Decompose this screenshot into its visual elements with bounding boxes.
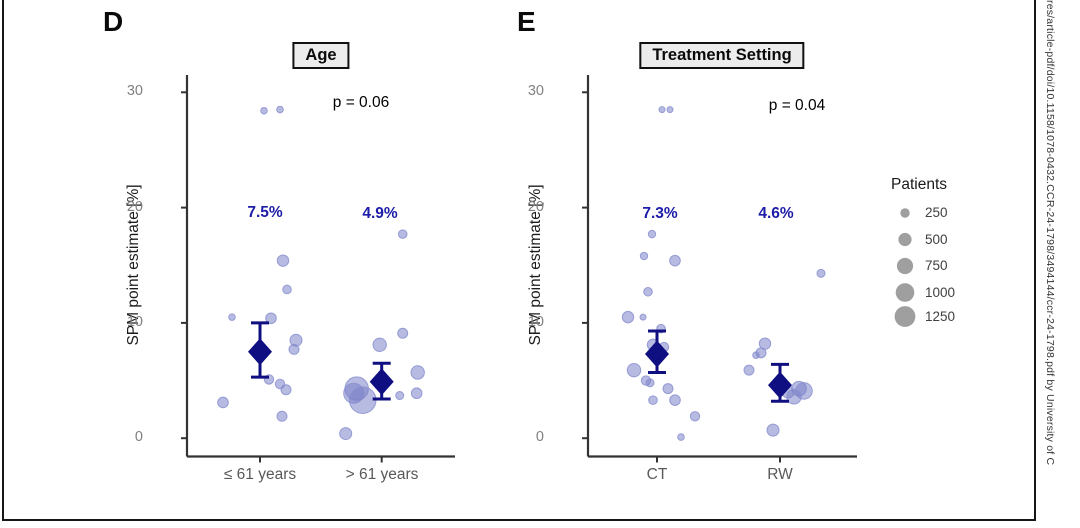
panel-e-p-value: p = 0.04	[768, 97, 826, 114]
data-bubble	[339, 427, 353, 441]
data-bubble	[743, 364, 755, 376]
data-bubble	[816, 268, 826, 278]
y-tick-label: 20	[527, 198, 544, 215]
legend-size-circle	[895, 283, 915, 302]
legend-size-label: 1250	[925, 308, 956, 324]
mean-diamond	[768, 371, 792, 399]
data-bubble	[648, 395, 658, 405]
y-tick-label: 10	[527, 313, 544, 330]
panel-e-title: Treatment Setting	[639, 42, 805, 69]
panel-e-x-category-1: CT	[646, 466, 668, 483]
panel-e-letter: E	[517, 6, 536, 37]
data-bubble	[643, 286, 653, 297]
data-bubble	[645, 378, 655, 388]
data-bubble	[280, 384, 292, 396]
mean-diamond	[369, 368, 394, 396]
data-bubble	[689, 411, 701, 422]
data-bubble	[265, 312, 277, 325]
data-bubble	[288, 343, 300, 355]
panel-d-mean-label-2: 4.9%	[362, 205, 398, 222]
pdf-watermark-text: res/article-pdf/doi/10.1158/1078-0432.CC…	[1044, 0, 1056, 466]
data-bubble	[228, 313, 236, 321]
data-bubble	[669, 394, 681, 406]
panel-d-title: Age	[292, 42, 350, 69]
data-bubble	[658, 106, 666, 114]
y-tick-label: 30	[527, 83, 544, 100]
mean-diamond	[248, 338, 272, 366]
panel-d-letter: D	[103, 6, 124, 37]
data-bubble	[260, 106, 268, 115]
data-bubble	[276, 105, 284, 114]
y-tick-label: 30	[126, 83, 143, 100]
data-bubble	[276, 254, 290, 267]
panel-d-x-category-2: > 61 years	[345, 466, 419, 483]
legend-size-label: 1000	[925, 284, 956, 300]
data-bubble	[410, 387, 423, 400]
data-bubble	[639, 313, 647, 321]
data-bubble	[647, 229, 657, 239]
data-bubble	[372, 337, 387, 353]
y-tick-label: 20	[126, 198, 143, 215]
panel-d-p-value: p = 0.06	[332, 94, 390, 111]
data-bubble	[217, 396, 229, 409]
data-bubble	[786, 388, 802, 405]
legend-size-circle	[898, 232, 912, 247]
data-bubble	[626, 362, 642, 378]
data-bubble	[666, 106, 674, 114]
data-bubble	[395, 391, 405, 401]
legend-size-circle	[900, 208, 910, 218]
data-bubble	[662, 383, 674, 395]
data-bubble	[397, 229, 408, 239]
data-bubble	[766, 423, 780, 437]
legend-size-circle	[894, 306, 916, 327]
mean-diamond	[645, 340, 669, 368]
data-bubble	[639, 251, 649, 261]
data-bubble	[621, 310, 635, 324]
data-bubble	[677, 433, 685, 441]
data-bubble	[282, 284, 292, 295]
y-tick-label: 0	[134, 429, 143, 446]
panel-d-x-category-1: ≤ 61 years	[223, 466, 297, 483]
panel-e-x-category-2: RW	[767, 466, 793, 483]
data-bubble	[410, 365, 425, 380]
y-tick-label: 0	[535, 429, 544, 446]
data-bubble	[669, 254, 681, 267]
data-bubble	[348, 386, 377, 414]
panel-d-mean-label-1: 7.5%	[247, 204, 283, 221]
legend-size-label: 750	[925, 258, 948, 273]
legend-size-label: 250	[925, 205, 948, 220]
legend-size-label: 500	[925, 231, 948, 247]
legend-size-circle	[896, 257, 914, 275]
data-bubble	[276, 410, 288, 422]
legend-title: Patients	[891, 176, 948, 193]
data-bubble	[397, 327, 409, 339]
data-bubble	[752, 351, 760, 359]
panel-e-mean-label-2: 4.6%	[758, 205, 794, 222]
y-tick-label: 10	[126, 313, 143, 330]
panel-e-mean-label-1: 7.3%	[642, 205, 678, 222]
